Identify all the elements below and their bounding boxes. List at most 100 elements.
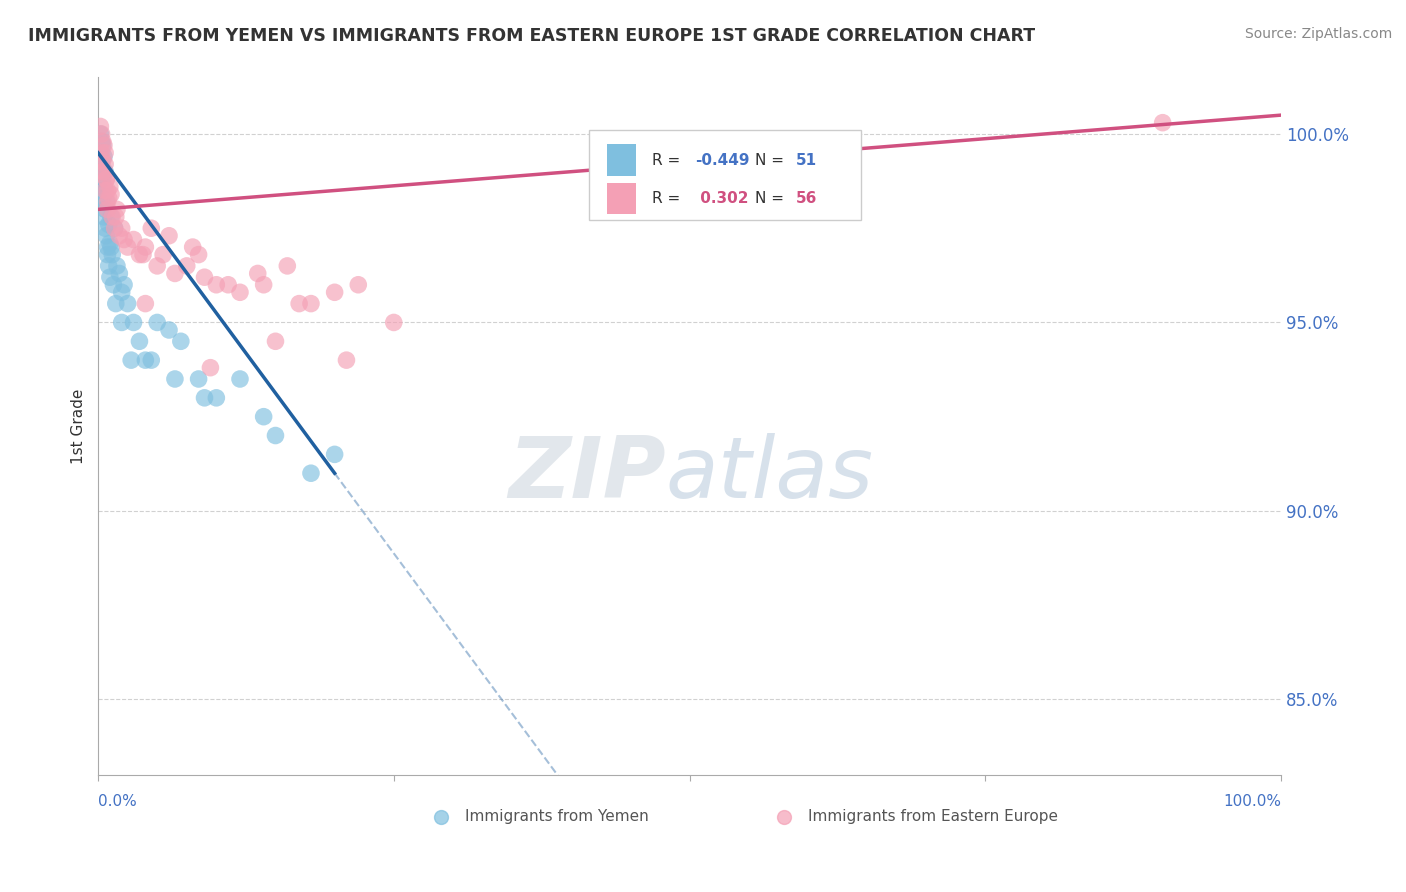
Point: [323, 285, 346, 300]
Point: [146, 315, 169, 329]
Point: [122, 315, 145, 329]
Point: [176, 259, 198, 273]
Point: [163, 267, 186, 281]
Point: [229, 372, 252, 386]
Point: [91, 172, 114, 186]
Point: [264, 428, 287, 442]
Point: [96, 194, 118, 209]
Text: ZIP: ZIP: [508, 434, 666, 516]
Point: [299, 296, 322, 310]
Text: 51: 51: [796, 153, 817, 168]
Point: [98, 270, 121, 285]
Point: [94, 164, 117, 178]
Point: [187, 247, 209, 261]
Point: [323, 447, 346, 461]
Point: [246, 267, 269, 281]
Point: [170, 334, 193, 349]
Point: [89, 145, 111, 160]
Point: [104, 296, 127, 310]
Point: [103, 277, 125, 292]
Point: [112, 277, 135, 292]
Point: [100, 240, 122, 254]
Text: 0.0%: 0.0%: [98, 794, 136, 809]
Point: [97, 191, 120, 205]
Point: [94, 184, 117, 198]
Point: [91, 164, 114, 178]
Point: [205, 277, 228, 292]
Point: [117, 296, 139, 310]
Point: [146, 259, 169, 273]
Point: [112, 233, 135, 247]
Point: [163, 372, 186, 386]
Point: [382, 315, 405, 329]
Point: [93, 138, 115, 153]
Point: [90, 145, 112, 160]
Point: [97, 218, 120, 232]
Text: R =: R =: [651, 153, 685, 168]
Text: Immigrants from Eastern Europe: Immigrants from Eastern Europe: [808, 809, 1057, 824]
Point: [229, 285, 252, 300]
Text: Immigrants from Yemen: Immigrants from Yemen: [465, 809, 648, 824]
Y-axis label: 1st Grade: 1st Grade: [72, 388, 86, 464]
Point: [101, 210, 124, 224]
Text: IMMIGRANTS FROM YEMEN VS IMMIGRANTS FROM EASTERN EUROPE 1ST GRADE CORRELATION CH: IMMIGRANTS FROM YEMEN VS IMMIGRANTS FROM…: [28, 27, 1035, 45]
Point: [187, 372, 209, 386]
Point: [93, 150, 115, 164]
Point: [94, 221, 117, 235]
Point: [90, 157, 112, 171]
Point: [193, 270, 215, 285]
Point: [276, 259, 298, 273]
Point: [132, 247, 155, 261]
Point: [288, 296, 311, 310]
Text: N =: N =: [755, 153, 789, 168]
Point: [157, 323, 180, 337]
Point: [134, 296, 156, 310]
Point: [205, 391, 228, 405]
Point: [111, 221, 134, 235]
Point: [104, 221, 127, 235]
Point: [152, 247, 174, 261]
Text: 0.302: 0.302: [696, 191, 749, 206]
Text: 56: 56: [796, 191, 817, 206]
Point: [98, 236, 121, 251]
Point: [105, 259, 128, 273]
Point: [96, 172, 118, 186]
Point: [97, 259, 120, 273]
Point: [90, 184, 112, 198]
Point: [96, 202, 118, 217]
Point: [111, 315, 134, 329]
Point: [98, 179, 121, 194]
Point: [122, 233, 145, 247]
Point: [96, 194, 118, 209]
Point: [128, 334, 150, 349]
Point: [90, 135, 112, 149]
Point: [141, 353, 163, 368]
Point: [94, 145, 117, 160]
Point: [108, 228, 131, 243]
Point: [111, 285, 134, 300]
Point: [200, 360, 222, 375]
Point: [299, 467, 322, 481]
Point: [264, 334, 287, 349]
Point: [96, 228, 118, 243]
Point: [108, 267, 131, 281]
Point: [89, 120, 111, 134]
Point: [104, 210, 127, 224]
Point: [91, 191, 114, 205]
Point: [96, 172, 118, 186]
Point: [96, 184, 118, 198]
Point: [120, 353, 142, 368]
Bar: [607, 183, 637, 214]
FancyBboxPatch shape: [589, 129, 860, 220]
Text: R =: R =: [651, 191, 685, 206]
Text: N =: N =: [755, 191, 789, 206]
Text: atlas: atlas: [666, 434, 875, 516]
Point: [94, 202, 117, 217]
Point: [105, 202, 128, 217]
Text: Source: ZipAtlas.com: Source: ZipAtlas.com: [1244, 27, 1392, 41]
Point: [93, 179, 115, 194]
Point: [89, 127, 111, 141]
Point: [104, 221, 127, 235]
Point: [96, 247, 118, 261]
Point: [1152, 116, 1174, 130]
